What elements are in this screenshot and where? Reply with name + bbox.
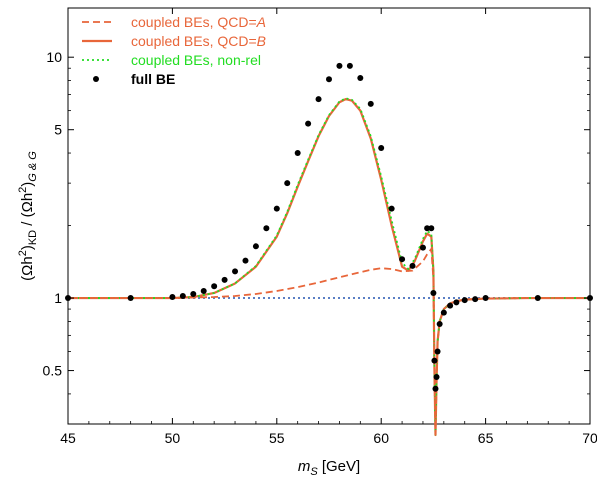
series-full-be-point xyxy=(263,225,270,232)
series-full-be-point xyxy=(190,290,197,297)
legend-label-qcdB: coupled BEs, QCD=B xyxy=(131,33,266,49)
series-full-be-point xyxy=(472,296,479,303)
series-coupled-bes-qcd-b-line xyxy=(68,97,590,437)
series-full-be-point xyxy=(433,374,440,381)
series-full-be-point xyxy=(436,321,443,328)
series-full-be-point xyxy=(336,62,343,69)
series-full-be-point xyxy=(461,297,468,304)
legend-label-nonrel: coupled BEs, non-rel xyxy=(131,52,261,68)
series-full-be-point xyxy=(428,225,435,232)
legend-entry-nonrel: coupled BEs, non-rel xyxy=(82,52,261,68)
legend: coupled BEs, QCD=A coupled BEs, QCD=B coup… xyxy=(82,14,266,87)
legend-swatch-full xyxy=(93,76,99,82)
series-full-be-point xyxy=(221,276,228,283)
series-full-be-point xyxy=(453,299,460,306)
plot-frame xyxy=(67,7,591,425)
points-layer xyxy=(65,62,593,392)
series-full-be-point xyxy=(242,257,249,264)
series-full-be-point xyxy=(179,292,186,299)
x-tick-label-45: 45 xyxy=(60,430,76,446)
series-full-be-point xyxy=(419,244,426,251)
series-layer xyxy=(68,97,590,437)
series-full-be-point xyxy=(284,180,291,187)
series-full-be-point xyxy=(409,262,416,269)
series-full-be-point xyxy=(431,357,438,364)
legend-label-qcdA: coupled BEs, QCD=A xyxy=(131,14,266,30)
series-full-be-point xyxy=(367,100,374,107)
series-full-be-point xyxy=(326,76,332,83)
ticks-layer: 45 50 55 60 65 70 0.5 1 5 10 xyxy=(43,8,597,446)
x-axis-label: mS [GeV] xyxy=(298,458,360,478)
series-full-be-point xyxy=(315,96,322,103)
y-axis-label: (Ωh2)KD / (Ωh2)G & G xyxy=(17,151,39,281)
series-full-be-point xyxy=(430,289,437,296)
legend-entry-full: full BE xyxy=(93,71,175,87)
series-full-be-point xyxy=(388,205,395,212)
series-full-be-point xyxy=(305,120,312,127)
y-tick-label-1: 1 xyxy=(54,290,62,306)
legend-entry-qcdB: coupled BEs, QCD=B xyxy=(82,33,266,49)
series-full-be-point xyxy=(127,295,134,302)
legend-label-full: full BE xyxy=(131,71,175,87)
series-full-be-point xyxy=(378,144,385,151)
x-tick-label-70: 70 xyxy=(582,430,597,446)
series-full-be-point xyxy=(399,256,406,263)
series-full-be-point xyxy=(200,287,207,294)
series-full-be-point xyxy=(252,243,259,250)
x-tick-label-55: 55 xyxy=(269,430,285,446)
series-full-be-point xyxy=(357,74,364,81)
x-tick-label-65: 65 xyxy=(478,430,494,446)
y-tick-label-10: 10 xyxy=(46,49,62,65)
series-full-be-point xyxy=(211,283,218,290)
series-full-be-point xyxy=(273,205,280,212)
series-coupled-bes-non-rel-line xyxy=(68,97,590,436)
series-full-be-point xyxy=(424,225,431,232)
series-full-be-point xyxy=(447,302,454,309)
series-full-be-point xyxy=(534,295,541,302)
series-full-be-point xyxy=(346,62,353,69)
series-full-be-point xyxy=(482,295,489,302)
legend-entry-qcdA: coupled BEs, QCD=A xyxy=(82,14,266,30)
series-full-be-point xyxy=(440,309,447,316)
series-coupled-bes-qcd-a-line xyxy=(68,247,590,436)
y-tick-label-5: 5 xyxy=(54,122,62,138)
series-full-be-point xyxy=(294,150,301,157)
y-tick-label-0.5: 0.5 xyxy=(43,363,63,379)
series-full-be-point xyxy=(432,385,439,392)
x-tick-label-50: 50 xyxy=(165,430,181,446)
series-full-be-point xyxy=(232,268,239,275)
series-full-be-point xyxy=(434,348,441,355)
x-tick-label-60: 60 xyxy=(373,430,389,446)
series-full-be-point xyxy=(169,294,176,301)
